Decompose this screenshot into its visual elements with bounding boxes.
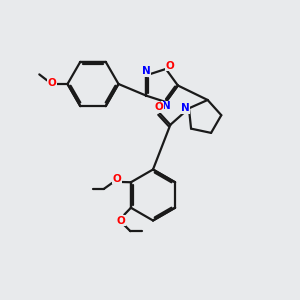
Text: N: N: [181, 103, 190, 113]
Text: O: O: [113, 174, 122, 184]
Text: O: O: [117, 216, 126, 226]
Text: O: O: [154, 102, 163, 112]
Text: N: N: [162, 101, 171, 111]
Text: O: O: [48, 78, 57, 88]
Text: O: O: [165, 61, 174, 71]
Text: N: N: [142, 66, 151, 76]
